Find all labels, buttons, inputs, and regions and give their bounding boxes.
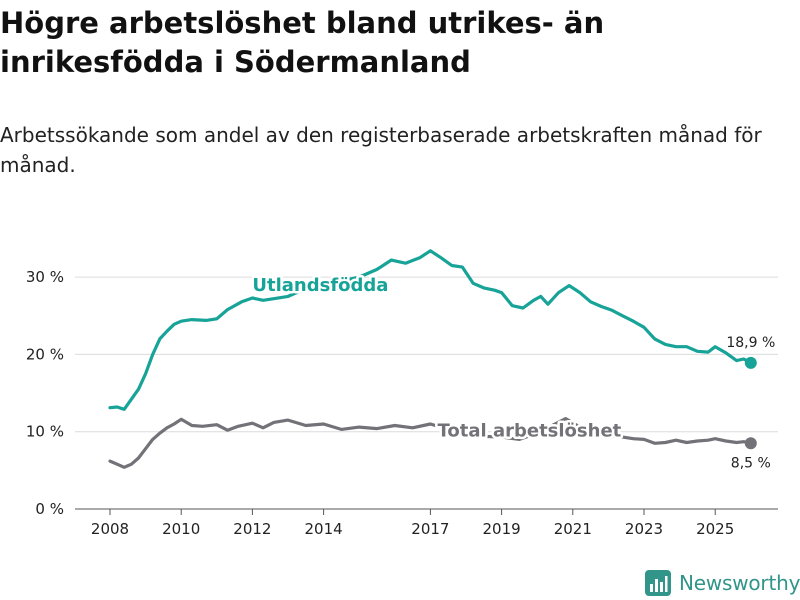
series-end-label: 18,9 % bbox=[726, 335, 775, 351]
chart-title: Högre arbetslöshet bland utrikes- än inr… bbox=[0, 6, 605, 79]
brand-name: Newsworthy bbox=[679, 571, 800, 595]
series-label-halo: Utlandsfödda bbox=[252, 275, 388, 296]
series-end-label: 8,5 % bbox=[731, 455, 771, 471]
series-endpoint bbox=[744, 356, 757, 369]
x-tick-label: 2025 bbox=[696, 520, 734, 538]
x-tick-label: 2019 bbox=[483, 520, 521, 538]
y-tick-label: 20 % bbox=[26, 345, 64, 363]
series-line bbox=[108, 249, 753, 411]
bar-chart-icon bbox=[645, 570, 671, 596]
series-label-halo: Total arbetslöshet bbox=[438, 420, 622, 441]
series-label: Total arbetslöshet bbox=[438, 420, 622, 441]
x-tick-label: 2017 bbox=[411, 520, 449, 538]
series-label: Utlandsfödda bbox=[252, 275, 388, 296]
y-axis: 0 % 10 % 20 % 30 % bbox=[26, 268, 64, 518]
chart-subtitle: Arbetssökande som andel av den registerb… bbox=[0, 123, 762, 177]
series-endpoint bbox=[744, 437, 757, 450]
x-tick-label: 2021 bbox=[554, 520, 592, 538]
x-axis: 2008 2010 2012 2014 2017 2019 2021 2023 2025 bbox=[91, 509, 734, 538]
y-tick-label: 30 % bbox=[26, 268, 64, 286]
series-line bbox=[108, 417, 753, 469]
y-tick-label: 10 % bbox=[26, 423, 64, 441]
y-tick-label: 0 % bbox=[35, 500, 64, 518]
newsworthy-logo: Newsworthy bbox=[645, 566, 800, 600]
x-tick-label: 2012 bbox=[233, 520, 271, 538]
x-tick-label: 2010 bbox=[162, 520, 200, 538]
grid-lines bbox=[75, 276, 778, 510]
x-tick-label: 2014 bbox=[305, 520, 343, 538]
x-tick-label: 2008 bbox=[91, 520, 129, 538]
x-tick-label: 2023 bbox=[625, 520, 663, 538]
